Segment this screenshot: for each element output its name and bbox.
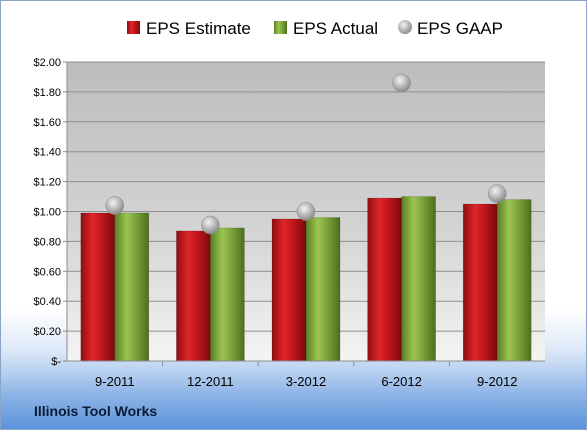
actual-bar bbox=[496, 199, 532, 362]
legend-label-actual: EPS Actual bbox=[293, 19, 378, 38]
legend-swatch-gaap bbox=[398, 20, 412, 34]
actual-bar bbox=[401, 196, 436, 362]
y-tick-label: $2.00 bbox=[33, 57, 61, 69]
y-tick-label: $1.40 bbox=[33, 147, 61, 159]
y-tick-label: $1.00 bbox=[33, 207, 61, 219]
y-tick-label: $1.20 bbox=[33, 177, 61, 189]
gaap-marker bbox=[487, 184, 507, 203]
legend-item-estimate: EPS Estimate bbox=[127, 19, 251, 38]
x-tick-label: 6-2012 bbox=[381, 374, 421, 389]
y-tick-label: $1.80 bbox=[33, 87, 61, 99]
y-tick-label: $0.80 bbox=[33, 236, 61, 248]
legend-swatch-actual bbox=[274, 21, 287, 34]
gaap-marker bbox=[392, 73, 411, 93]
x-tick-label: 12-2011 bbox=[187, 374, 234, 389]
gaap-marker bbox=[201, 215, 220, 235]
legend-label-estimate: EPS Estimate bbox=[146, 19, 251, 38]
eps-chart: EPS Estimate EPS Actual EPS GAAP $- $0.20… bbox=[33, 19, 545, 389]
y-axis-ticks: $- $0.20 $0.40 $0.60 $0.80 $1.00 $1.20 $1.40 $1.… bbox=[33, 57, 67, 368]
actual-bar bbox=[210, 227, 245, 362]
y-tick-label: $1.60 bbox=[33, 117, 61, 129]
estimate-bar bbox=[367, 197, 402, 362]
legend: EPS Estimate EPS Actual EPS GAAP bbox=[127, 19, 503, 38]
gaap-marker bbox=[296, 202, 316, 221]
legend-item-gaap: EPS GAAP bbox=[398, 19, 503, 38]
gaap-marker bbox=[105, 196, 125, 215]
y-tick-label: $0.40 bbox=[33, 296, 61, 308]
x-tick-label: 9-2012 bbox=[477, 374, 517, 389]
x-tick-label: 3-2012 bbox=[286, 374, 326, 389]
y-tick-label: $- bbox=[51, 356, 61, 368]
estimate-bar bbox=[462, 203, 498, 362]
legend-item-actual: EPS Actual bbox=[274, 19, 378, 38]
estimate-bar bbox=[80, 212, 116, 362]
x-tick-label: 9-2011 bbox=[95, 374, 135, 389]
actual-bar bbox=[305, 217, 341, 362]
y-tick-label: $0.20 bbox=[33, 326, 61, 338]
x-axis-ticks: 9-2011 12-2011 3-2012 6-2012 9-2012 bbox=[95, 361, 517, 389]
actual-bar bbox=[114, 212, 150, 362]
bars bbox=[80, 196, 532, 362]
estimate-bar bbox=[176, 230, 211, 362]
legend-label-gaap: EPS GAAP bbox=[417, 19, 503, 38]
y-tick-label: $0.60 bbox=[33, 266, 61, 278]
legend-swatch-estimate bbox=[127, 21, 140, 34]
gaap-markers bbox=[105, 73, 507, 235]
estimate-bar bbox=[271, 218, 307, 362]
company-name: Illinois Tool Works bbox=[34, 403, 158, 419]
